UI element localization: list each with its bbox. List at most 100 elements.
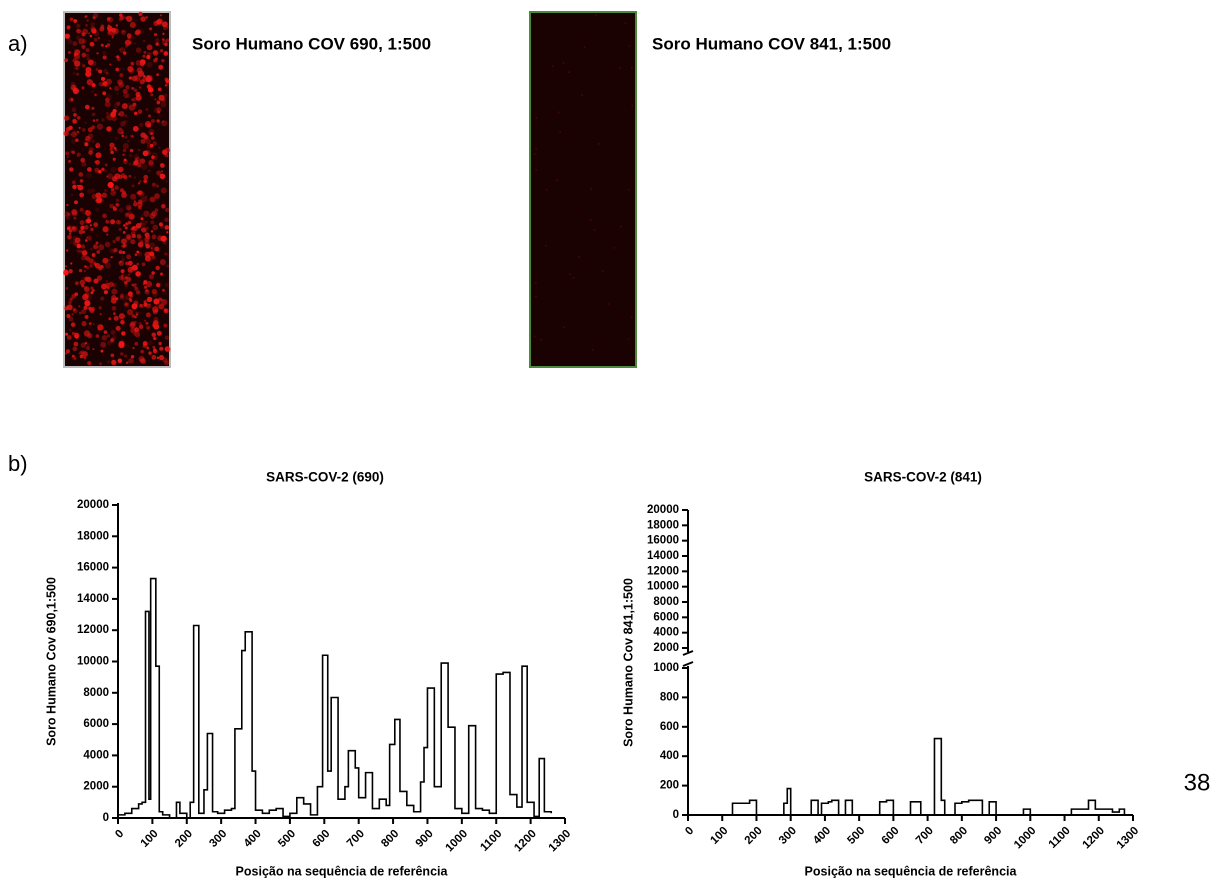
array-spot: [143, 341, 148, 346]
array-spot: [87, 333, 92, 338]
array-spot: [158, 147, 160, 149]
array-spot: [68, 97, 73, 102]
array-spot: [71, 313, 73, 315]
array-spot: [76, 293, 79, 296]
array-spot: [130, 239, 135, 244]
array-spot: [135, 253, 138, 256]
array-spot: [142, 135, 145, 138]
array-spot: [105, 164, 108, 167]
array-spot: [613, 247, 615, 249]
array-spot: [116, 326, 121, 331]
array-spot: [121, 255, 124, 258]
array-spot: [86, 219, 91, 224]
array-spot: [127, 206, 131, 210]
array-spot: [128, 358, 134, 364]
x-tick-label: 400: [811, 825, 833, 847]
array-spot: [111, 360, 116, 365]
array-image: [529, 11, 637, 368]
array-spot: [76, 36, 81, 41]
array-spot: [83, 306, 87, 310]
array-spot: [110, 256, 112, 258]
array-spot: [143, 150, 149, 156]
array-spot: [161, 204, 166, 209]
array-spot: [84, 300, 90, 306]
array-spot: [161, 187, 167, 193]
array-spot: [72, 58, 76, 62]
array-spot: [102, 51, 107, 56]
array-spot: [157, 357, 159, 359]
array-spot: [108, 24, 111, 27]
array-spot: [110, 167, 116, 173]
array-spot: [628, 338, 630, 340]
array-spot: [160, 49, 163, 52]
array-spot: [94, 161, 97, 164]
array-spot: [76, 29, 81, 34]
y-axis-label: Soro Humano Cov 841,1:500: [621, 578, 635, 747]
array-spot: [66, 25, 70, 29]
array-spot: [72, 185, 76, 189]
array-spot: [84, 121, 87, 124]
array-spot: [102, 226, 108, 232]
x-tick-label: 600: [880, 825, 902, 847]
array-spot: [81, 321, 86, 326]
y-tick-label: 18000: [77, 530, 109, 542]
array-spot: [95, 263, 101, 269]
array-spot: [70, 17, 74, 21]
array-spot: [121, 269, 125, 273]
array-spot: [131, 303, 137, 309]
array-spot: [69, 269, 73, 273]
array-spot: [592, 349, 594, 351]
array-spot: [112, 36, 114, 38]
array-spot: [141, 229, 143, 231]
array-spot: [628, 45, 630, 47]
array-spot: [146, 304, 151, 309]
array-spot: [133, 126, 139, 132]
array-spot: [595, 14, 597, 16]
array-spot: [152, 271, 154, 273]
array-spot: [134, 112, 138, 116]
array-spot: [78, 305, 80, 307]
y-tick-label: 18000: [647, 519, 679, 531]
y-tick-label: 14000: [77, 593, 109, 605]
array-spot: [144, 320, 146, 322]
array-spot: [142, 263, 146, 267]
array-spot: [68, 160, 71, 163]
array-spot: [123, 175, 127, 179]
array-spot: [65, 34, 70, 39]
x-tick-label: 700: [914, 825, 936, 847]
x-tick-label: 1000: [444, 828, 471, 855]
array-spot: [148, 169, 151, 172]
array-spot: [69, 329, 72, 332]
array-spot: [74, 54, 76, 56]
chart-title: SARS-COV-2 (841): [864, 470, 982, 485]
array-spot: [578, 256, 580, 258]
array-spot: [71, 322, 76, 327]
x-tick-label: 300: [777, 825, 799, 847]
array-spot: [131, 283, 134, 286]
array-spot: [69, 167, 74, 172]
array-spot: [154, 33, 157, 36]
array-spot: [67, 213, 71, 217]
array-spot: [136, 251, 139, 254]
array-spot: [151, 332, 156, 337]
array-spot: [535, 148, 537, 150]
array-spot: [535, 282, 537, 284]
array-spot: [556, 179, 558, 181]
array-spot: [115, 68, 119, 72]
array-spot: [155, 266, 159, 270]
array-spot: [75, 335, 79, 339]
array-spot: [98, 170, 102, 174]
array-spot: [116, 220, 121, 225]
array-spot: [113, 158, 116, 161]
array-spot: [98, 37, 100, 39]
array-spot: [101, 284, 107, 290]
y-tick-label: 16000: [647, 535, 679, 547]
array-spot: [110, 147, 113, 150]
array-spot: [602, 270, 604, 272]
array-spot: [73, 217, 76, 220]
array-spot: [86, 346, 90, 350]
array-spot: [152, 346, 155, 349]
array-spot: [93, 119, 96, 122]
y-tick-label: 8000: [83, 687, 109, 699]
array-spot: [88, 127, 93, 132]
